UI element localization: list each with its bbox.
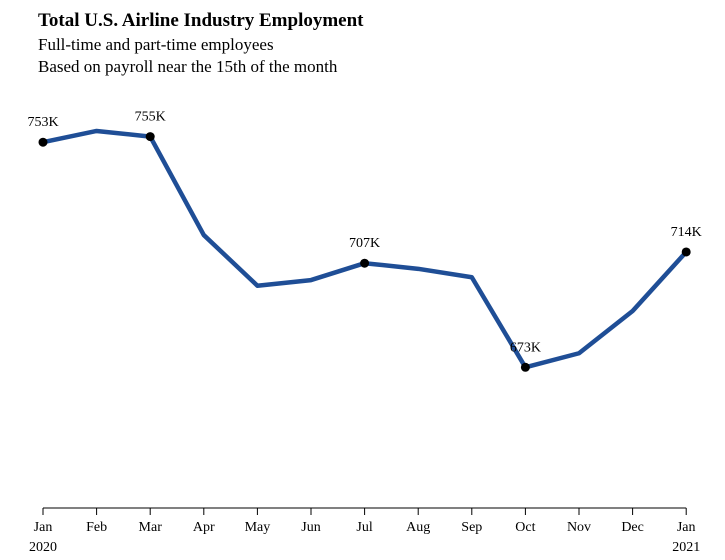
data-point-marker (38, 137, 48, 147)
x-tick-label: Oct (515, 520, 535, 535)
chart-header: Total U.S. Airline Industry Employment F… (38, 8, 364, 78)
x-tick-label: Sep (461, 520, 482, 535)
data-label: 673K (510, 340, 541, 355)
x-tick-year-label: 2020 (29, 540, 57, 555)
x-tick-label: Jun (301, 520, 320, 535)
data-point-marker (681, 247, 691, 257)
data-label: 714K (671, 225, 702, 240)
x-tick-label: Jan (34, 520, 53, 535)
data-label: 753K (27, 115, 58, 130)
data-point-marker (520, 362, 530, 372)
x-tick-label: Mar (139, 520, 163, 535)
x-tick-label: Feb (86, 520, 107, 535)
x-tick-label: Aug (406, 520, 430, 535)
x-tick-label: Apr (193, 520, 215, 535)
x-tick-label: May (245, 520, 271, 535)
chart-subtitle-line-1: Full-time and part-time employees (38, 35, 274, 54)
x-tick-year-label: 2021 (672, 540, 700, 555)
x-tick-label: Jul (356, 520, 372, 535)
x-tick-label: Dec (621, 520, 644, 535)
data-label: 707K (349, 236, 380, 251)
chart-subtitle-line-2: Based on payroll near the 15th of the mo… (38, 57, 338, 76)
x-tick-label: Jan (677, 520, 696, 535)
data-point-marker (360, 258, 370, 268)
x-tick-label: Nov (567, 520, 591, 535)
chart-title: Total U.S. Airline Industry Employment (38, 10, 364, 31)
data-label: 755K (135, 110, 166, 125)
data-point-marker (145, 132, 155, 142)
